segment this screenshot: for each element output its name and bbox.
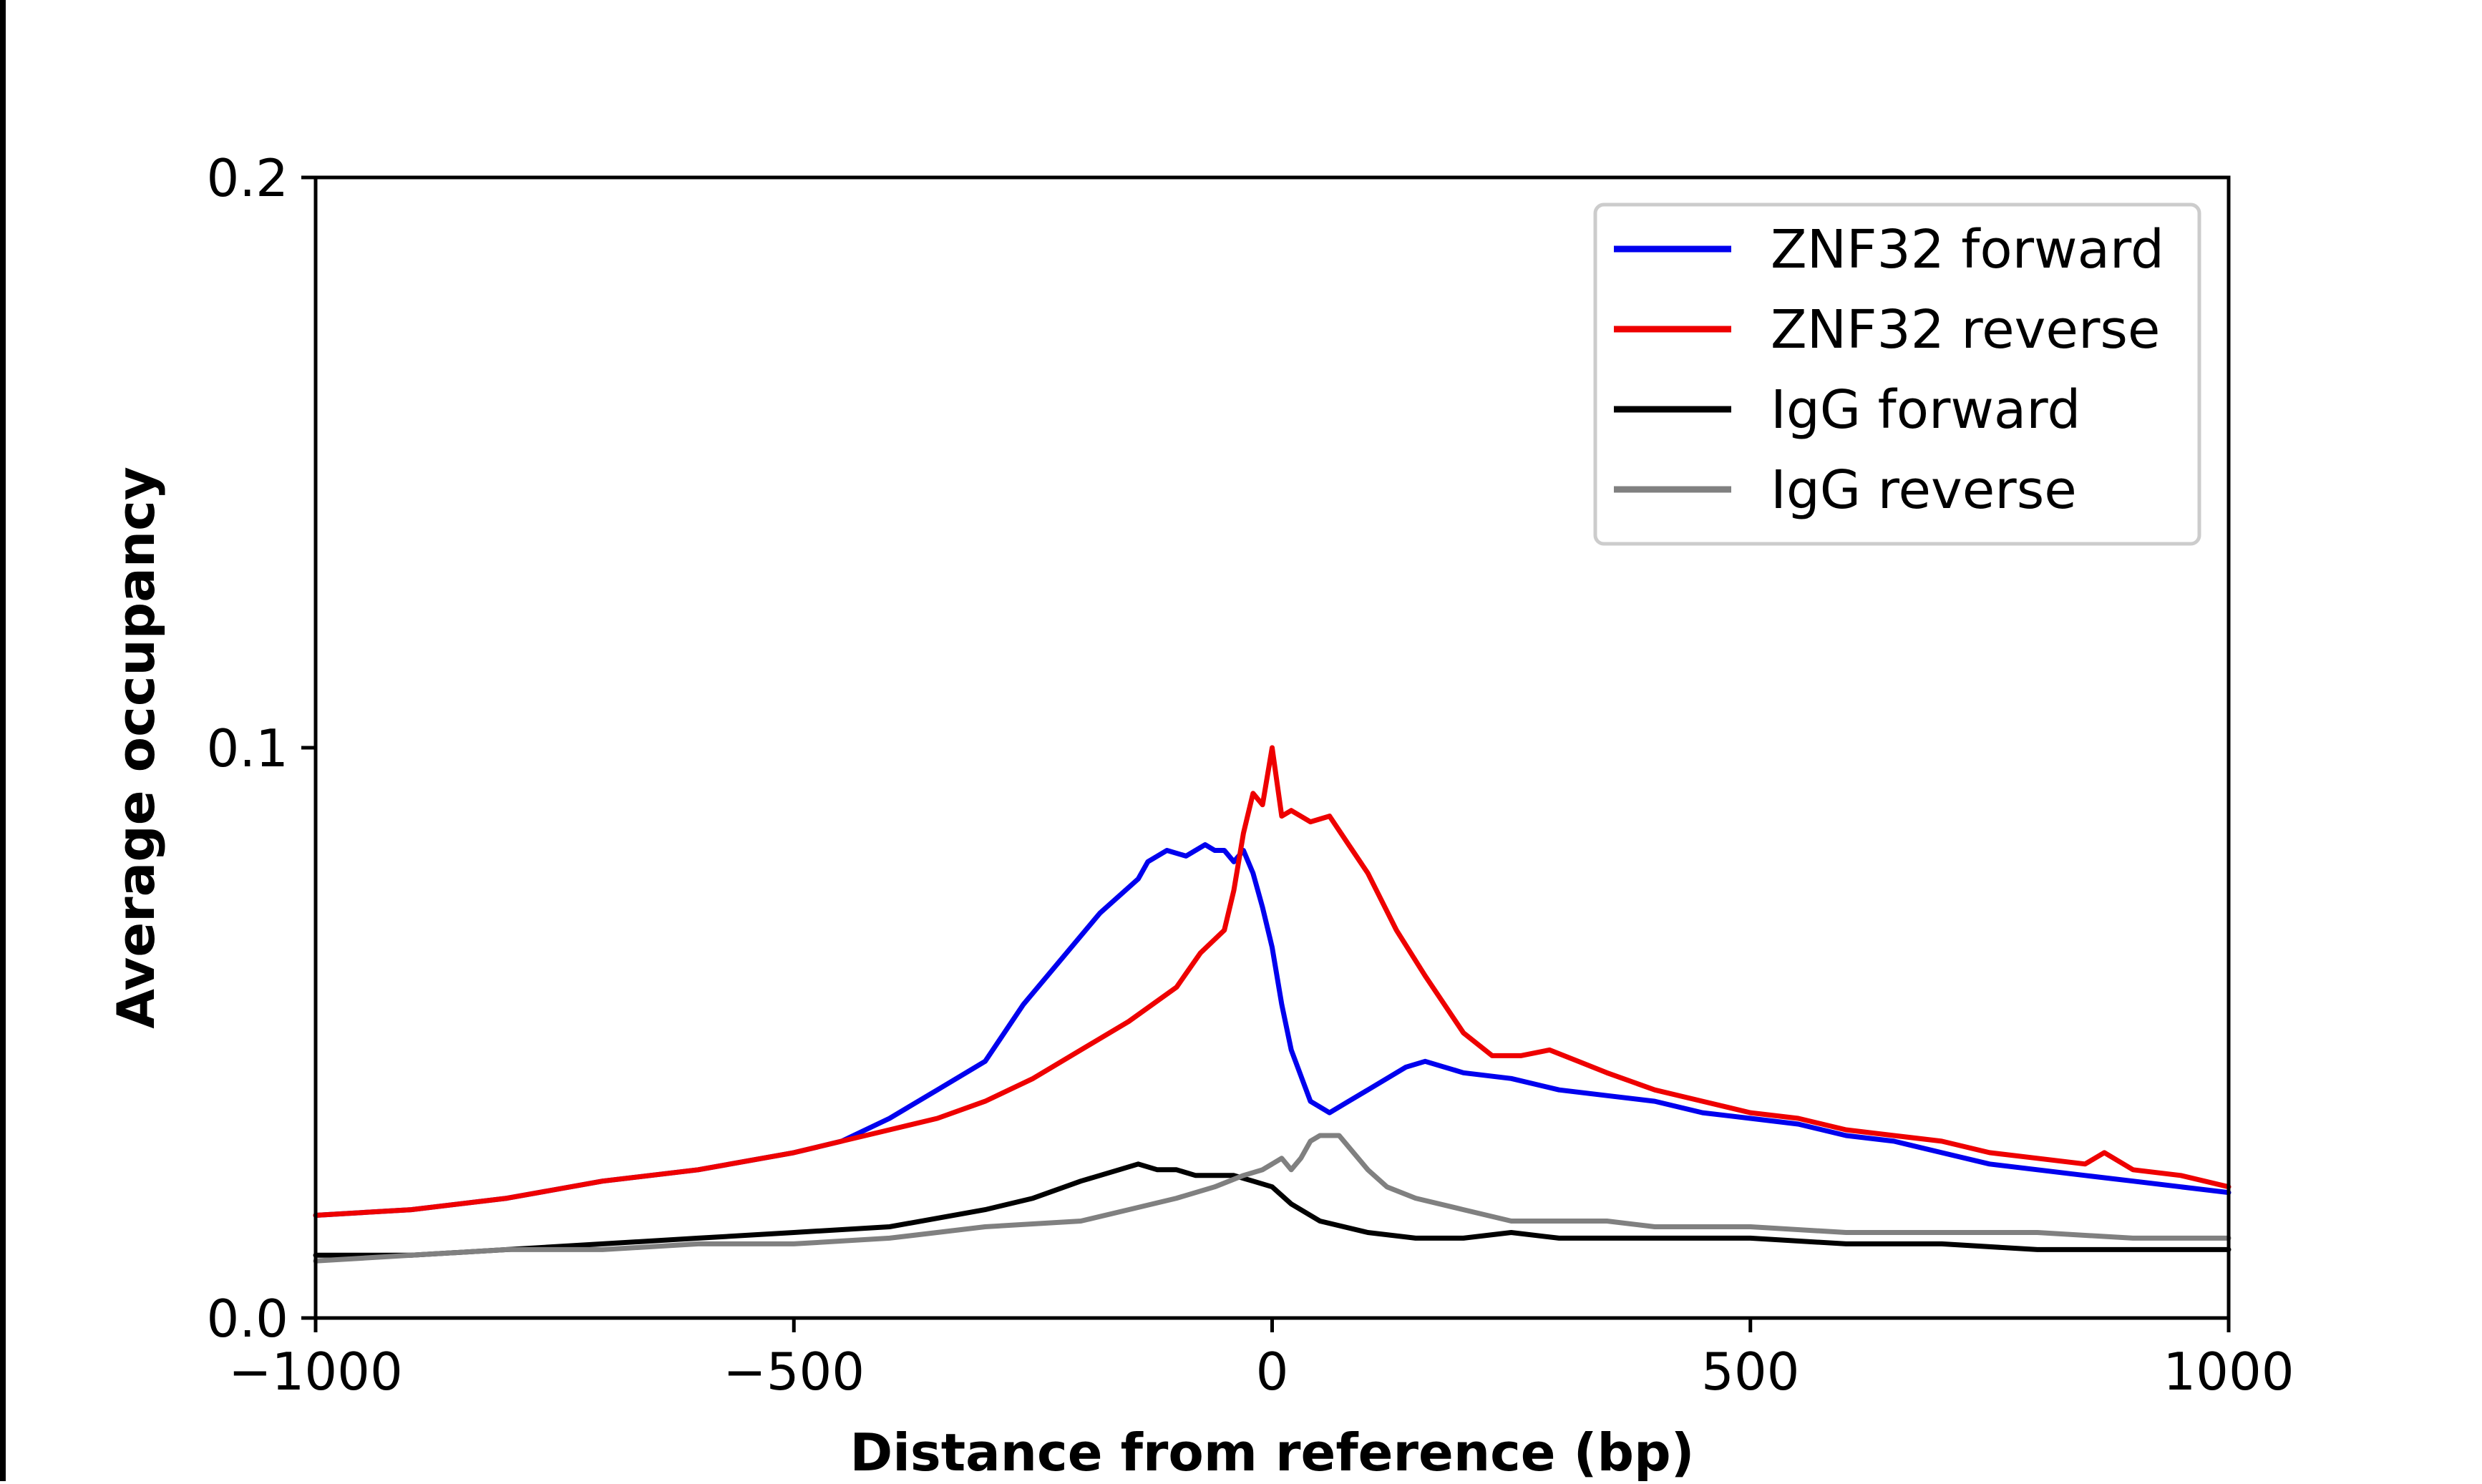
legend-box [1593, 202, 2201, 546]
legend-label: IgG forward [1771, 379, 2080, 441]
legend-label: IgG reverse [1771, 459, 2077, 521]
x-axis-label: Distance from reference (bp) [850, 1422, 1694, 1481]
series-layer [313, 745, 2232, 1264]
y-tick-label: 0.2 [206, 148, 288, 208]
x-tick-label: 500 [1701, 1342, 1799, 1402]
x-tick-label: −1000 [228, 1342, 403, 1402]
x-axis-ticks: −1000 −500 0 500 1000 [228, 1318, 2294, 1402]
series-line-znf32-forward [313, 842, 2232, 1218]
legend-label: ZNF32 reverse [1771, 299, 2160, 361]
y-axis-label: Average occupancy [106, 467, 166, 1029]
left-edge-border [0, 0, 6, 1481]
legend: ZNF32 forward ZNF32 reverse IgG forward IgG… [1593, 202, 2201, 546]
x-tick-label: 1000 [2163, 1342, 2294, 1402]
series-line-igg-reverse [313, 1133, 2232, 1264]
series-line-igg-forward [313, 1161, 2232, 1258]
x-tick-label: 0 [1256, 1342, 1289, 1402]
legend-label: ZNF32 forward [1771, 219, 2164, 280]
x-tick-label: −500 [723, 1342, 865, 1402]
y-tick-label: 0.0 [206, 1289, 288, 1349]
y-axis-ticks: 0.0 0.1 0.2 [206, 148, 316, 1349]
y-tick-label: 0.1 [206, 718, 288, 778]
series-line-znf32-reverse [313, 745, 2232, 1218]
